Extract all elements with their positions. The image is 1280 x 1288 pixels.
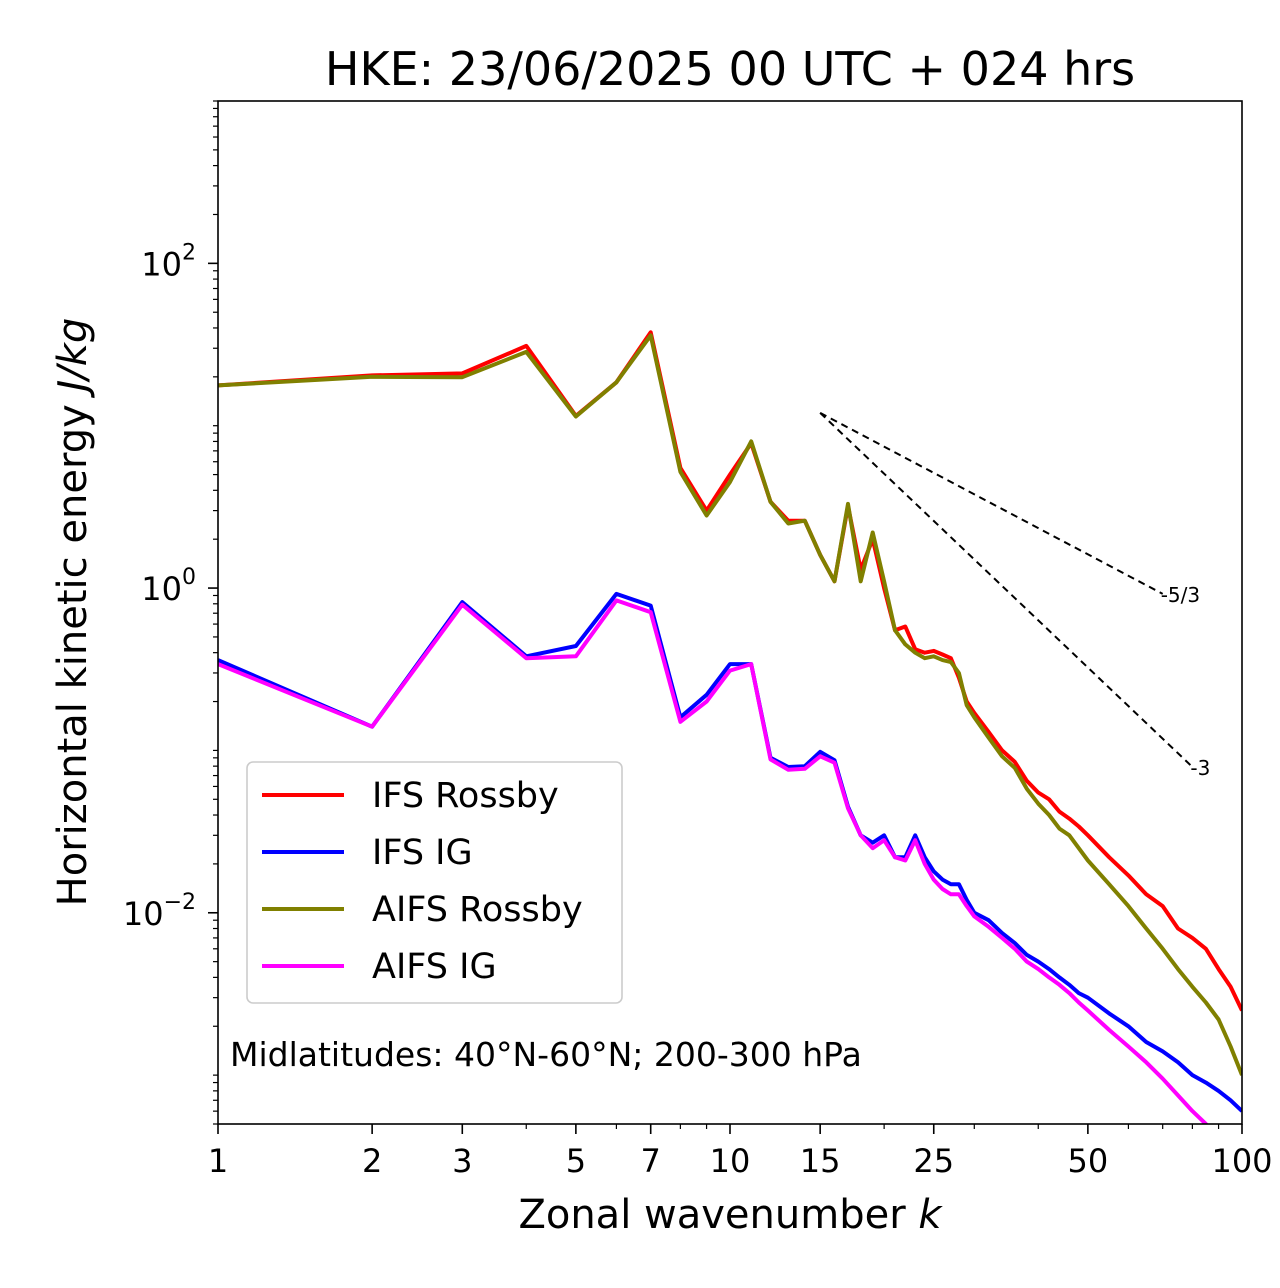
reference-line-slope-3 bbox=[819, 412, 1194, 768]
series-line-ifs-ig bbox=[218, 591, 1242, 1113]
x-axis-label: Zonal wavenumber k bbox=[518, 1192, 943, 1238]
reference-label-slope-3: -3 bbox=[1190, 756, 1210, 780]
legend: IFS Rossby IFS IG AIFS Rossby AIFS IG bbox=[246, 761, 623, 1004]
x-tick-label-25: 25 bbox=[913, 1142, 954, 1180]
x-tick-label-15: 15 bbox=[800, 1142, 841, 1180]
legend-label-ifs-ig: IFS IG bbox=[372, 833, 473, 873]
legend-label-ifs-rossby: IFS Rossby bbox=[372, 776, 559, 816]
series-line-ifs-rossby bbox=[218, 330, 1242, 1012]
series-line-aifs-rossby bbox=[218, 333, 1242, 1076]
legend-box bbox=[246, 761, 623, 1004]
x-tick-label-5: 5 bbox=[566, 1142, 586, 1180]
reference-label-slope-5-3: -5/3 bbox=[1161, 583, 1200, 607]
y-tick-label-2: 102 bbox=[141, 240, 196, 283]
series-layer bbox=[218, 330, 1242, 1124]
series-line-aifs-ig bbox=[218, 598, 1209, 1124]
legend-label-aifs-rossby: AIFS Rossby bbox=[372, 890, 583, 930]
x-tick-label-100: 100 bbox=[1211, 1142, 1272, 1180]
y-axis-label: Horizontal kinetic energy J/kg bbox=[50, 318, 96, 907]
x-tick-label-2: 2 bbox=[362, 1142, 382, 1180]
reference-line-slope-5-3 bbox=[819, 411, 1164, 595]
chart-title: HKE: 23/06/2025 00 UTC + 024 hrs bbox=[325, 42, 1135, 96]
x-tick-label-7: 7 bbox=[641, 1142, 661, 1180]
x-tick-label-10: 10 bbox=[710, 1142, 751, 1180]
reference-lines: -5/3 -3 bbox=[819, 411, 1210, 780]
plot-frame bbox=[217, 100, 1243, 1125]
axis-ticks: 1 2 3 5 7 10 15 25 50 100 10−2 100 102 bbox=[123, 100, 1273, 1180]
y-tick-label-0: 10−2 bbox=[123, 890, 196, 933]
x-tick-label-1: 1 bbox=[208, 1142, 228, 1180]
x-tick-label-50: 50 bbox=[1068, 1142, 1109, 1180]
x-tick-label-3: 3 bbox=[452, 1142, 472, 1180]
y-tick-label-1: 100 bbox=[141, 565, 196, 608]
region-annotation: Midlatitudes: 40°N-60°N; 200-300 hPa bbox=[230, 1035, 862, 1074]
legend-label-aifs-ig: AIFS IG bbox=[372, 947, 497, 987]
